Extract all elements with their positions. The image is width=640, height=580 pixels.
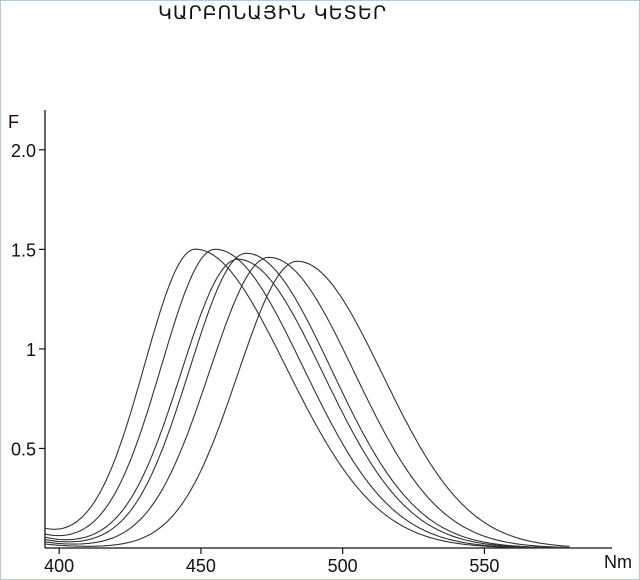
y-tick-label: 1.5 <box>11 240 36 260</box>
x-axis-label: Nm <box>604 552 632 572</box>
y-tick-label: 2.0 <box>11 141 36 161</box>
y-tick-label: 1 <box>26 340 36 360</box>
series-line-2 <box>44 248 570 549</box>
x-tick-label: 400 <box>44 556 74 576</box>
series-line-6 <box>44 260 570 547</box>
series-line-5 <box>44 256 570 548</box>
y-axis-label: F <box>8 112 19 132</box>
series-line-3 <box>44 258 570 549</box>
series-line-4 <box>44 252 570 549</box>
y-tick-label: 0.5 <box>11 439 36 459</box>
series-line-1 <box>44 248 570 549</box>
x-tick-label: 500 <box>328 556 358 576</box>
x-tick-label: 550 <box>469 556 499 576</box>
chart-title: ԿԱՐԲՈՆԱՅԻՆ ԿԵՏԵՐ <box>158 2 388 24</box>
x-tick-label: 450 <box>186 556 216 576</box>
